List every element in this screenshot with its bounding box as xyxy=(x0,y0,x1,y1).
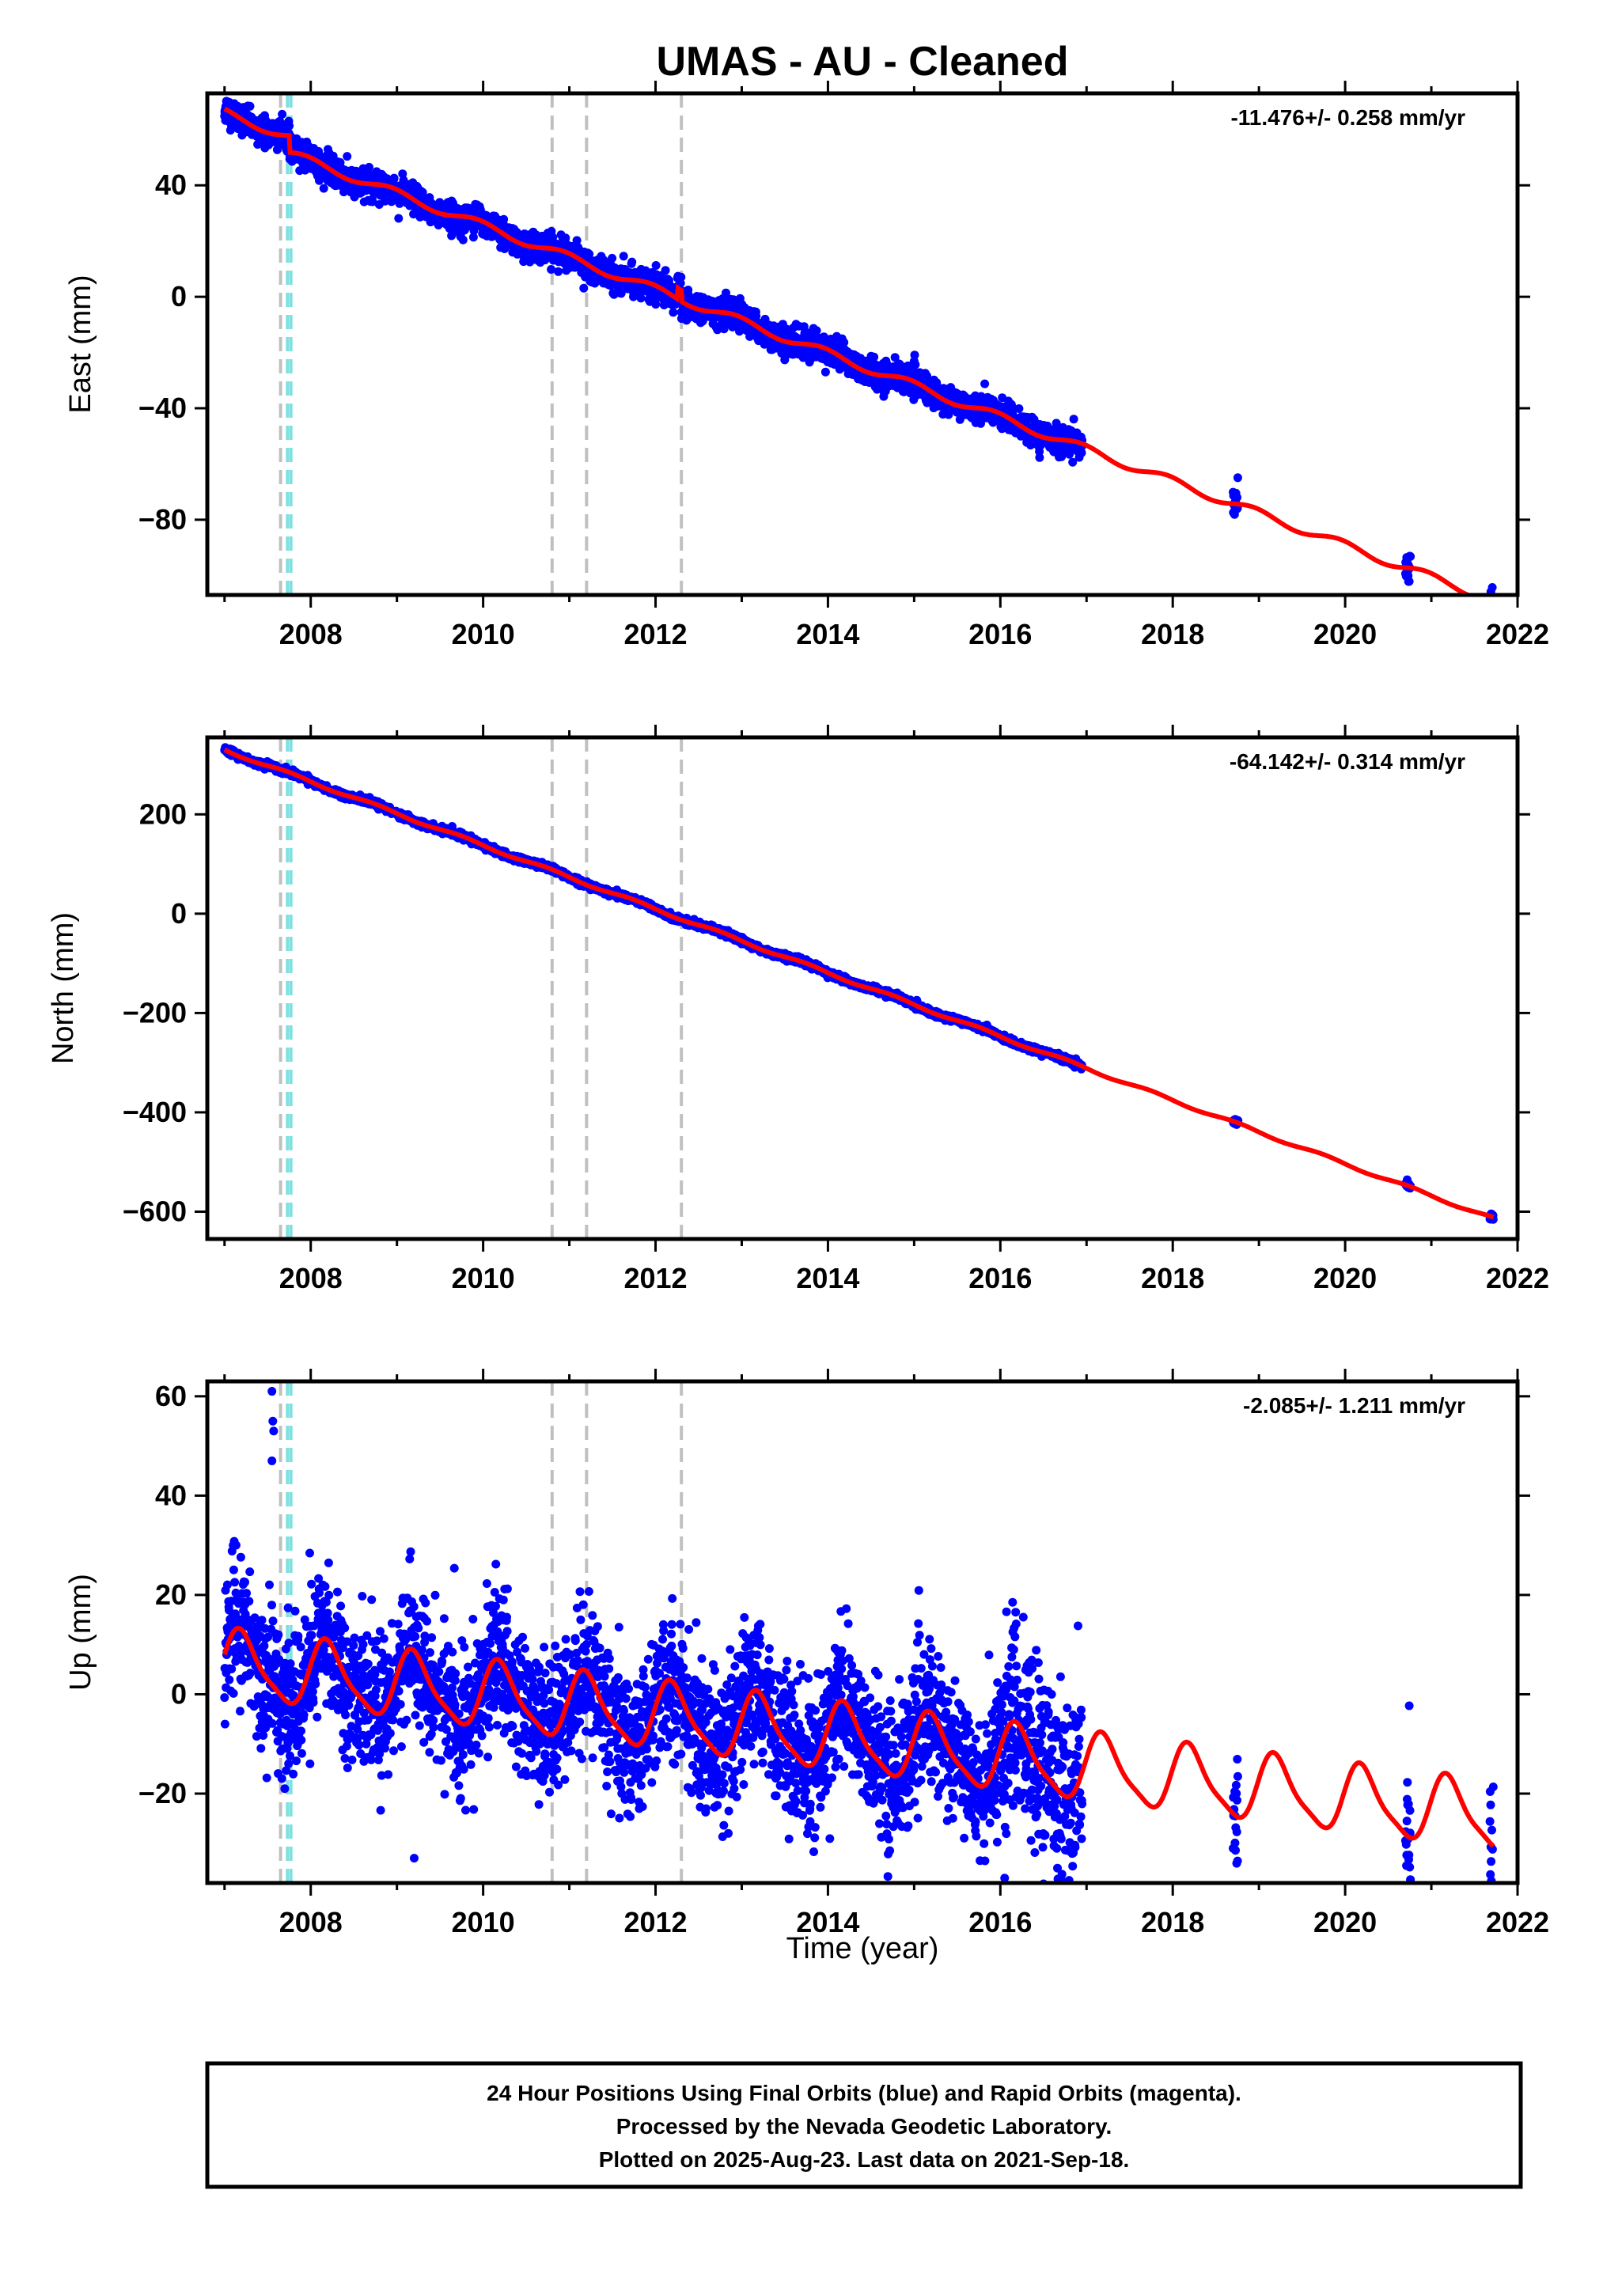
east-data-point xyxy=(1486,602,1495,611)
east-data-point xyxy=(394,214,404,223)
east-data-point xyxy=(365,162,373,172)
east-data-point xyxy=(1233,473,1242,483)
east-data-point xyxy=(1406,551,1415,561)
east-data-point xyxy=(669,308,678,317)
east-plot-area xyxy=(220,93,1498,619)
east-data-point xyxy=(1404,577,1414,586)
east-panel: 2008 2010 2012 2014 2016 2018 2020 2022 40 0 −40 −8… xyxy=(64,81,1549,650)
east-x-tick-label: 2022 xyxy=(1486,618,1549,650)
east-x-tick-label: 2018 xyxy=(1141,618,1204,650)
east-data-point xyxy=(319,184,328,193)
east-data-point xyxy=(245,101,255,111)
east-data-point xyxy=(651,300,661,309)
east-data-point xyxy=(540,256,550,265)
east-x-tick-label: 2008 xyxy=(279,618,343,650)
east-data-point xyxy=(661,266,670,275)
east-data-point xyxy=(608,253,617,263)
east-data-point xyxy=(554,267,563,276)
east-data-point xyxy=(1487,605,1495,614)
east-data-point xyxy=(1233,493,1241,502)
east-data-point xyxy=(627,257,637,267)
east-data-point xyxy=(561,233,570,243)
east-data-point xyxy=(368,197,377,206)
east-data-point xyxy=(636,294,646,303)
east-data-point xyxy=(1069,415,1078,424)
east-data-points xyxy=(220,97,1498,619)
east-x-tick-label: 2020 xyxy=(1313,618,1377,650)
east-y-tick-label: 0 xyxy=(171,280,187,313)
east-data-point xyxy=(1488,603,1497,612)
east-rate-label: -11.476+/- 0.258 mm/yr xyxy=(1230,105,1465,130)
east-data-point xyxy=(1014,404,1024,413)
east-data-point xyxy=(752,312,761,321)
east-data-point xyxy=(1487,583,1497,592)
east-data-point xyxy=(1486,597,1495,606)
east-x-tick-label: 2016 xyxy=(968,618,1032,650)
east-x-tick-label: 2010 xyxy=(452,618,515,650)
east-data-point xyxy=(910,350,919,360)
east-data-point xyxy=(547,265,556,274)
east-data-point xyxy=(616,289,626,298)
east-data-point xyxy=(1489,601,1498,609)
east-data-point xyxy=(820,367,830,377)
east-y-tick-label: 40 xyxy=(155,169,187,201)
east-data-point xyxy=(1487,599,1496,608)
east-data-point xyxy=(468,233,478,242)
east-data-point xyxy=(458,235,468,244)
east-data-point xyxy=(976,419,985,428)
east-y-axis-title: East (mm) xyxy=(64,275,97,413)
east-x-tick-label: 2012 xyxy=(623,618,687,650)
east-data-point xyxy=(1035,453,1044,462)
east-data-point xyxy=(812,326,821,335)
east-frame xyxy=(205,91,1520,597)
east-data-point xyxy=(579,283,589,293)
east-data-point xyxy=(278,109,287,119)
east-data-point xyxy=(499,214,509,224)
east-data-point xyxy=(676,272,686,282)
east-data-point xyxy=(980,379,990,388)
figure-title: UMAS - AU - Cleaned xyxy=(657,39,1069,85)
east-data-point xyxy=(389,173,399,183)
north-panel: 2008 2010 2012 2014 2016 2018 2020 20222000−200… xyxy=(47,725,1549,1294)
east-y-tick-label: −40 xyxy=(138,392,187,424)
east-data-point xyxy=(1487,610,1496,619)
east-data-point xyxy=(839,338,849,347)
east-x-tick-label: 2014 xyxy=(796,618,859,650)
east-data-point xyxy=(1487,598,1496,607)
north-plot-area xyxy=(220,737,1498,1239)
east-data-point xyxy=(398,169,407,179)
east-data-point xyxy=(619,252,628,261)
east-data-point xyxy=(870,352,879,362)
east-y-tick-label: −80 xyxy=(138,503,187,536)
east-data-point xyxy=(572,236,582,245)
east-data-point xyxy=(548,233,558,242)
east-data-point xyxy=(285,121,294,131)
east-data-point xyxy=(1487,604,1495,612)
east-data-point xyxy=(911,360,920,369)
east-data-point xyxy=(651,261,661,270)
east-data-point xyxy=(343,152,352,161)
